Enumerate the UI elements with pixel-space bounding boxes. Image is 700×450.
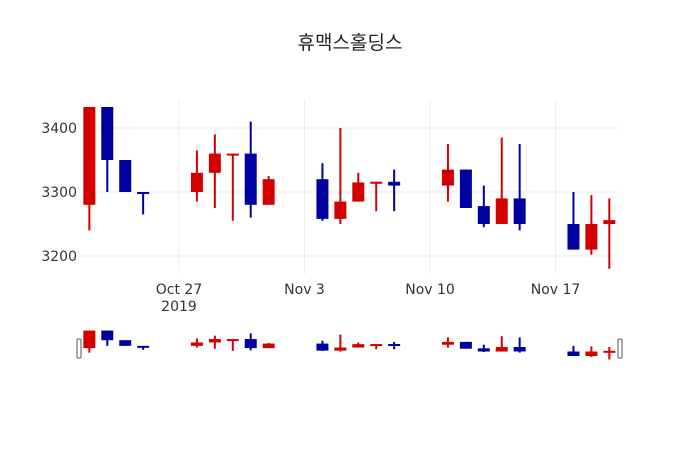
candle-increasing[interactable] — [370, 344, 383, 350]
candle-increasing[interactable] — [603, 346, 616, 360]
y-tick-label: 3400 — [41, 121, 77, 137]
candle-increasing[interactable] — [83, 330, 96, 353]
candle-increasing[interactable] — [208, 335, 221, 349]
candle-increasing[interactable] — [334, 128, 347, 224]
candle-increasing[interactable] — [585, 195, 598, 255]
chart-title: 휴맥스홀딩스 — [297, 32, 403, 54]
candle-decreasing[interactable] — [101, 106, 114, 192]
candle-decreasing[interactable] — [137, 345, 150, 350]
candle-decreasing[interactable] — [137, 192, 150, 215]
candle-increasing[interactable] — [352, 342, 365, 348]
candle-decreasing[interactable] — [567, 192, 580, 250]
candle-increasing[interactable] — [334, 334, 347, 352]
x-tick-label: Oct 27 — [156, 282, 202, 298]
candle-increasing[interactable] — [603, 198, 616, 269]
candle-decreasing[interactable] — [567, 345, 580, 357]
x-tick-year: 2019 — [161, 299, 197, 315]
candle-decreasing[interactable] — [119, 340, 132, 346]
candle-increasing[interactable] — [262, 176, 275, 205]
candle-decreasing[interactable] — [101, 330, 114, 346]
candle-decreasing[interactable] — [244, 121, 257, 218]
candle-decreasing[interactable] — [244, 333, 257, 351]
x-tick-label: Nov 3 — [284, 282, 325, 298]
candle-decreasing[interactable] — [477, 185, 490, 228]
candle-increasing[interactable] — [495, 137, 508, 224]
candle-decreasing[interactable] — [388, 341, 401, 350]
candle-increasing[interactable] — [585, 346, 598, 357]
candle-decreasing[interactable] — [316, 340, 329, 351]
candles — [83, 106, 616, 269]
candle-decreasing[interactable] — [388, 169, 401, 212]
candle-increasing[interactable] — [352, 172, 365, 202]
candle-decreasing[interactable] — [459, 169, 472, 208]
candle-decreasing[interactable] — [119, 160, 132, 192]
gridlines — [80, 99, 620, 274]
candle-increasing[interactable] — [190, 150, 203, 202]
range-slider-left-handle[interactable] — [76, 338, 82, 359]
range-slider-right-handle[interactable] — [617, 338, 623, 359]
candle-increasing[interactable] — [83, 106, 96, 231]
candle-increasing[interactable] — [370, 181, 383, 212]
candle-increasing[interactable] — [226, 339, 239, 351]
x-tick-label: Nov 10 — [405, 282, 455, 298]
candle-decreasing[interactable] — [316, 163, 329, 221]
y-tick-label: 3200 — [41, 249, 77, 265]
range-slider[interactable] — [76, 330, 623, 360]
x-tick-label: Nov 17 — [531, 282, 581, 298]
candle-increasing[interactable] — [495, 336, 508, 352]
y-axis-ticks: 3200 3300 3400 — [41, 121, 77, 265]
candle-decreasing[interactable] — [459, 341, 472, 349]
candle-increasing[interactable] — [441, 144, 454, 202]
candle-increasing[interactable] — [441, 337, 454, 348]
candle-increasing[interactable] — [262, 343, 275, 349]
candle-increasing[interactable] — [208, 134, 221, 208]
candle-increasing[interactable] — [190, 338, 203, 348]
candle-increasing[interactable] — [226, 153, 239, 221]
y-tick-label: 3300 — [41, 185, 77, 201]
candle-decreasing[interactable] — [477, 344, 490, 353]
candle-decreasing[interactable] — [513, 144, 526, 231]
candle-decreasing[interactable] — [513, 337, 526, 353]
